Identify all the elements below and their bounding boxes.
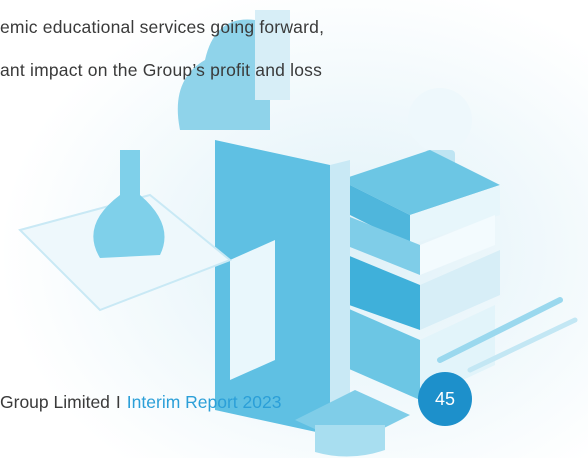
footer-report: Interim Report 2023 xyxy=(126,392,282,412)
page-number: 45 xyxy=(418,372,472,426)
footer-company: Group Limited xyxy=(0,392,110,412)
footer-separator: I xyxy=(115,392,121,412)
body-line: emic educational services going forward, xyxy=(0,17,325,37)
body-line: ant impact on the Group’s profit and los… xyxy=(0,60,323,80)
footer: Group Limited I Interim Report 2023 xyxy=(0,392,281,413)
